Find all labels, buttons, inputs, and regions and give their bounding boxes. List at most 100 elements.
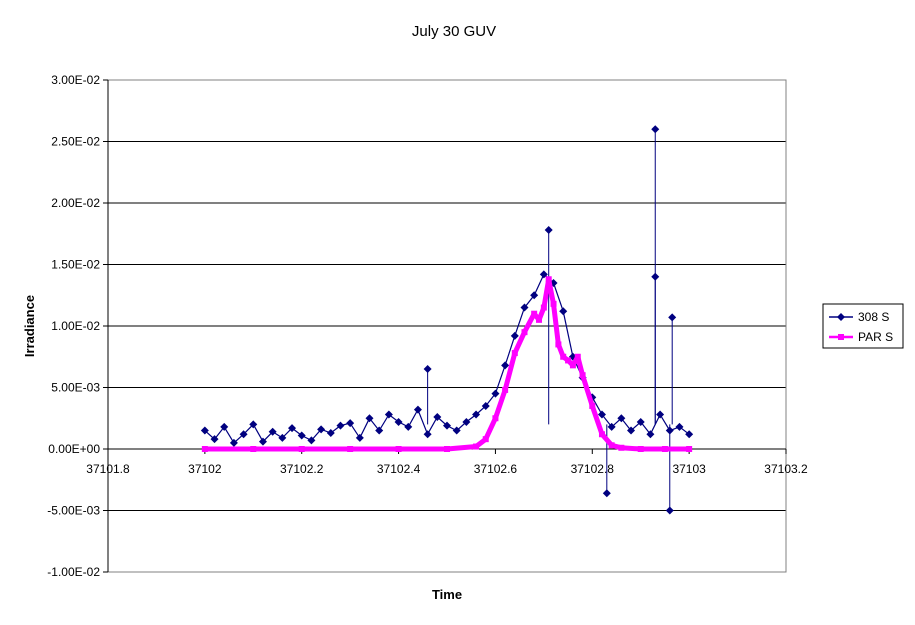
data-point-par-s — [555, 341, 562, 348]
legend-label-308-s: 308 S — [858, 310, 889, 324]
data-point-par-s — [661, 446, 668, 452]
data-point-308-s — [636, 417, 645, 426]
data-point-par-s — [545, 276, 552, 283]
x-tick-label: 37103.2 — [764, 462, 808, 476]
data-point-par-s — [589, 402, 596, 409]
data-point-308-s — [675, 422, 684, 431]
legend-marker-par-s — [838, 334, 844, 340]
data-point-308-s — [423, 430, 432, 439]
data-point-308-s — [278, 433, 287, 442]
data-point-par-s — [473, 443, 480, 450]
data-point-par-s — [250, 446, 257, 452]
y-tick-label: 0.00E+00 — [48, 442, 100, 456]
data-point-par-s — [579, 372, 586, 379]
data-point-308-s — [452, 426, 461, 435]
data-point-par-s — [598, 431, 605, 438]
y-tick-label: 3.00E-02 — [51, 73, 100, 87]
data-point-308-s — [668, 313, 677, 322]
data-point-par-s — [618, 444, 625, 451]
data-point-308-s — [510, 331, 519, 340]
data-point-308-s — [607, 422, 616, 431]
data-point-308-s — [656, 410, 665, 419]
data-point-par-s — [444, 446, 450, 452]
series-line-308-s — [204, 273, 690, 444]
data-point-308-s — [384, 410, 393, 419]
data-point-308-s — [200, 426, 209, 435]
data-point-308-s — [317, 425, 326, 434]
data-point-308-s — [646, 430, 655, 439]
data-point-308-s — [268, 427, 277, 436]
data-point-308-s — [249, 420, 258, 429]
data-point-308-s — [433, 413, 442, 422]
legend-marker-308-s — [837, 313, 845, 321]
data-point-par-s — [637, 446, 644, 452]
data-point-308-s — [627, 426, 636, 435]
data-point-308-s — [423, 365, 432, 374]
x-tick-label: 37102.4 — [377, 462, 421, 476]
data-point-308-s — [326, 429, 335, 438]
legend-label-par-s: PAR S — [858, 330, 893, 344]
data-point-308-s — [597, 410, 606, 419]
data-point-308-s — [472, 410, 481, 419]
data-point-par-s — [569, 362, 576, 369]
data-point-308-s — [365, 414, 374, 423]
y-tick-label: -5.00E-03 — [47, 504, 100, 518]
x-tick-labels: 37101.8 37102 37102.2 37102.4 37102.6 37102.8… — [86, 449, 808, 476]
data-point-par-s — [560, 353, 567, 360]
y-tick-label: 2.00E-02 — [51, 196, 100, 210]
y-tick-labels: 3.00E-02 2.50E-02 2.00E-02 1.50E-02 1.00E-02… — [47, 73, 108, 579]
data-point-par-s — [492, 415, 499, 422]
data-point-par-s — [502, 386, 509, 393]
data-point-308-s — [297, 431, 306, 440]
data-point-par-s — [511, 350, 518, 357]
data-point-308-s — [602, 489, 611, 498]
x-axis-title: Time — [432, 587, 462, 602]
data-point-308-s — [559, 307, 568, 316]
x-tick-label: 37102 — [188, 462, 222, 476]
data-point-308-s — [394, 417, 403, 426]
data-point-308-s — [404, 422, 413, 431]
series-par-s — [201, 276, 693, 452]
data-point-308-s — [210, 435, 219, 444]
data-point-308-s — [413, 405, 422, 414]
legend-box — [822, 303, 904, 349]
data-point-308-s — [530, 291, 539, 300]
data-point-308-s — [491, 389, 500, 398]
data-point-308-s — [229, 438, 238, 447]
x-tick-label: 37102.2 — [280, 462, 324, 476]
data-point-308-s — [239, 430, 248, 439]
chart-title: July 30 GUV — [412, 23, 496, 40]
data-point-308-s — [443, 421, 451, 430]
data-point-par-s — [536, 316, 543, 323]
data-point-308-s — [307, 436, 316, 445]
data-point-308-s — [462, 417, 471, 426]
data-point-par-s — [540, 304, 547, 311]
x-tick-label: 37101.8 — [86, 462, 130, 476]
legend: 308 S PAR S — [822, 303, 904, 349]
data-point-308-s — [258, 437, 267, 446]
data-point-par-s — [347, 446, 354, 452]
data-point-308-s — [520, 303, 529, 312]
data-point-308-s — [685, 430, 694, 439]
data-point-308-s — [651, 272, 660, 281]
y-tick-label: -1.00E-02 — [47, 565, 100, 579]
data-point-par-s — [482, 436, 489, 443]
data-point-par-s — [531, 310, 538, 317]
gridlines — [108, 79, 786, 573]
data-point-308-s — [346, 419, 355, 428]
y-axis-title: Irradiance — [22, 295, 37, 357]
data-point-308-s — [375, 426, 384, 435]
x-tick-label: 37102.6 — [474, 462, 518, 476]
data-point-308-s — [544, 226, 553, 235]
data-point-308-s — [220, 422, 229, 431]
data-point-308-s — [617, 414, 626, 423]
data-point-308-s — [501, 361, 510, 370]
data-point-308-s — [665, 506, 674, 515]
data-point-308-s — [288, 424, 297, 433]
y-tick-label: 1.50E-02 — [51, 258, 100, 272]
data-point-308-s — [355, 433, 364, 442]
data-point-par-s — [201, 446, 208, 452]
y-tick-label: 1.00E-02 — [51, 319, 100, 333]
data-point-par-s — [608, 442, 615, 449]
series-308-s — [200, 125, 694, 515]
